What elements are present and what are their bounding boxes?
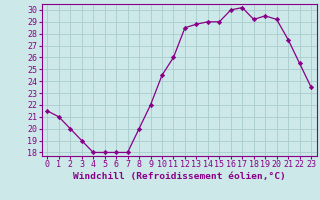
X-axis label: Windchill (Refroidissement éolien,°C): Windchill (Refroidissement éolien,°C)	[73, 172, 285, 181]
